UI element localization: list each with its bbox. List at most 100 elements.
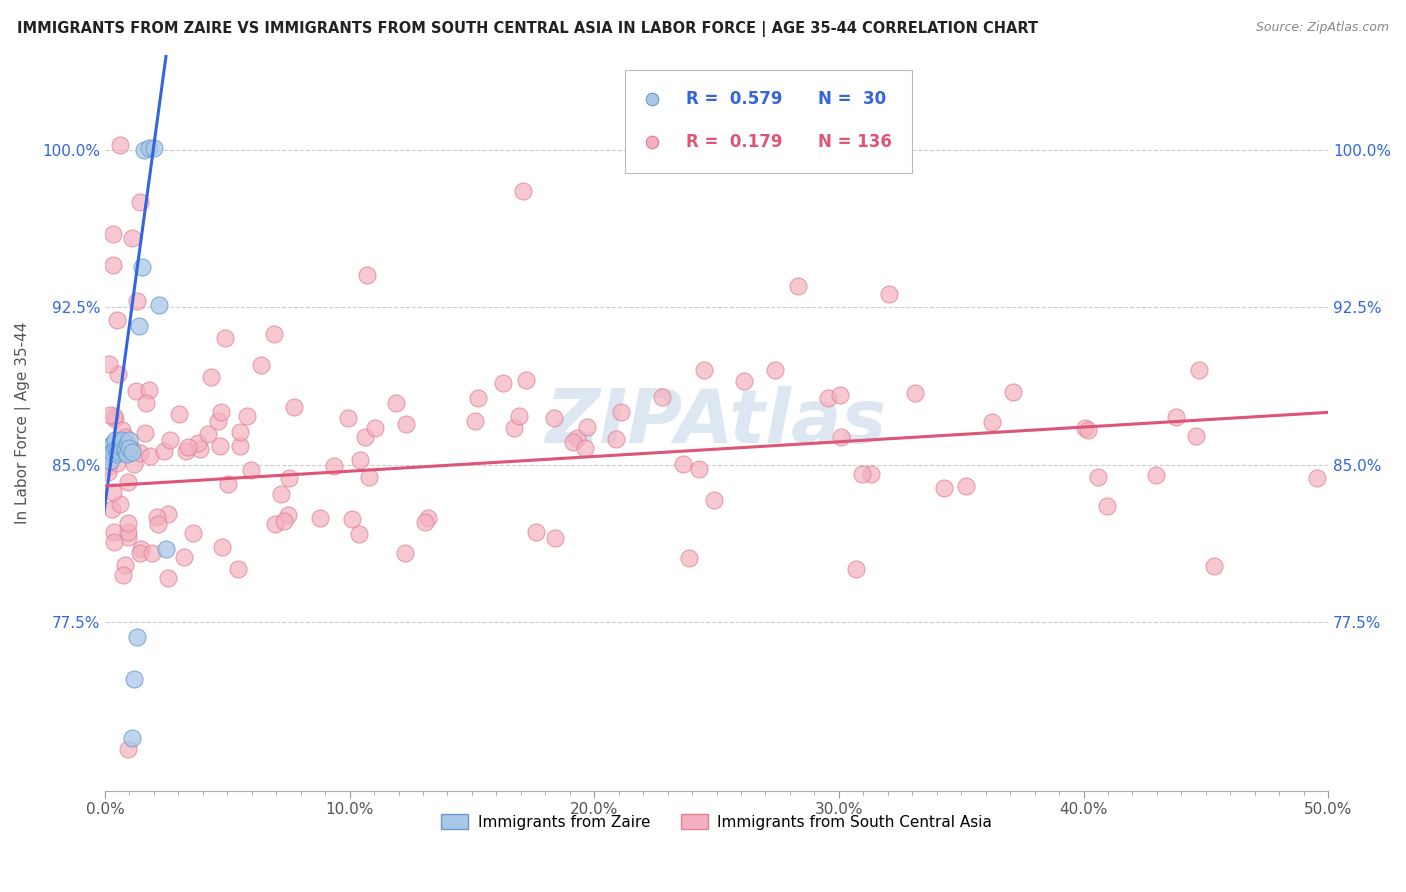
- Point: [609, 404, 631, 418]
- Point: [207, 414, 229, 428]
- Point: [103, 535, 125, 549]
- Point: [181, 526, 204, 541]
- Point: [576, 420, 599, 434]
- Point: [148, 517, 170, 532]
- Point: [103, 484, 125, 499]
- Point: [565, 431, 588, 445]
- Point: [1187, 363, 1209, 377]
- Point: [263, 327, 285, 342]
- Point: [159, 433, 181, 447]
- Point: [132, 143, 155, 157]
- Point: [543, 531, 565, 545]
- Point: [124, 458, 146, 472]
- Point: [104, 411, 127, 425]
- Text: N =  30: N = 30: [818, 90, 886, 108]
- Point: [264, 517, 287, 532]
- Point: [115, 447, 138, 461]
- Point: [114, 445, 136, 459]
- Point: [1095, 499, 1118, 513]
- Point: [125, 630, 148, 644]
- Point: [105, 447, 128, 461]
- Point: [323, 459, 346, 474]
- Point: [114, 441, 136, 455]
- Point: [177, 440, 200, 454]
- Point: [208, 439, 231, 453]
- Point: [118, 433, 141, 447]
- Y-axis label: In Labor Force | Age 35-44: In Labor Force | Age 35-44: [15, 322, 31, 524]
- Point: [155, 541, 177, 556]
- Point: [209, 405, 232, 419]
- Point: [107, 456, 129, 470]
- Point: [112, 568, 135, 582]
- Point: [879, 287, 901, 301]
- Point: [121, 731, 143, 745]
- Point: [108, 437, 131, 451]
- Point: [356, 268, 378, 282]
- Point: [98, 458, 121, 473]
- Point: [904, 386, 927, 401]
- Point: [103, 409, 125, 423]
- Point: [1306, 471, 1329, 485]
- Point: [174, 444, 197, 458]
- Point: [340, 512, 363, 526]
- Point: [703, 492, 725, 507]
- Point: [524, 524, 547, 539]
- Point: [153, 444, 176, 458]
- Point: [121, 445, 143, 459]
- Point: [148, 298, 170, 312]
- Point: [129, 446, 152, 460]
- Point: [101, 258, 124, 272]
- Point: [817, 391, 839, 405]
- Point: [503, 421, 526, 435]
- Point: [349, 452, 371, 467]
- Point: [129, 195, 152, 210]
- Point: [118, 441, 141, 455]
- Point: [173, 550, 195, 565]
- Point: [103, 524, 125, 539]
- Point: [515, 373, 537, 387]
- Point: [733, 374, 755, 388]
- Point: [688, 462, 710, 476]
- Point: [138, 383, 160, 397]
- Point: [146, 510, 169, 524]
- Point: [125, 293, 148, 308]
- Point: [359, 470, 381, 484]
- Point: [111, 441, 134, 455]
- Point: [508, 409, 530, 424]
- Point: [1087, 470, 1109, 484]
- Point: [98, 447, 121, 461]
- Point: [830, 429, 852, 443]
- Point: [562, 434, 585, 449]
- Point: [678, 551, 700, 566]
- Point: [129, 546, 152, 560]
- Point: [98, 453, 121, 467]
- Point: [110, 138, 132, 153]
- Point: [105, 313, 128, 327]
- Point: [157, 507, 180, 521]
- Text: ZIPAtlas: ZIPAtlas: [546, 386, 887, 459]
- Point: [229, 425, 252, 440]
- Point: [114, 558, 136, 573]
- Point: [337, 411, 360, 425]
- Point: [188, 442, 211, 456]
- Point: [828, 388, 851, 402]
- Point: [240, 463, 263, 477]
- Point: [512, 185, 534, 199]
- Point: [104, 441, 127, 455]
- Point: [574, 441, 596, 455]
- Point: [671, 458, 693, 472]
- Point: [139, 449, 162, 463]
- Text: R =  0.579: R = 0.579: [686, 90, 783, 108]
- Point: [135, 396, 157, 410]
- Point: [156, 570, 179, 584]
- Point: [236, 409, 259, 423]
- Point: [97, 466, 120, 480]
- Point: [128, 319, 150, 334]
- Point: [125, 384, 148, 398]
- Point: [283, 400, 305, 414]
- Point: [169, 407, 191, 421]
- Point: [492, 376, 515, 391]
- Point: [851, 467, 873, 481]
- Point: [394, 546, 416, 560]
- Point: [981, 415, 1004, 429]
